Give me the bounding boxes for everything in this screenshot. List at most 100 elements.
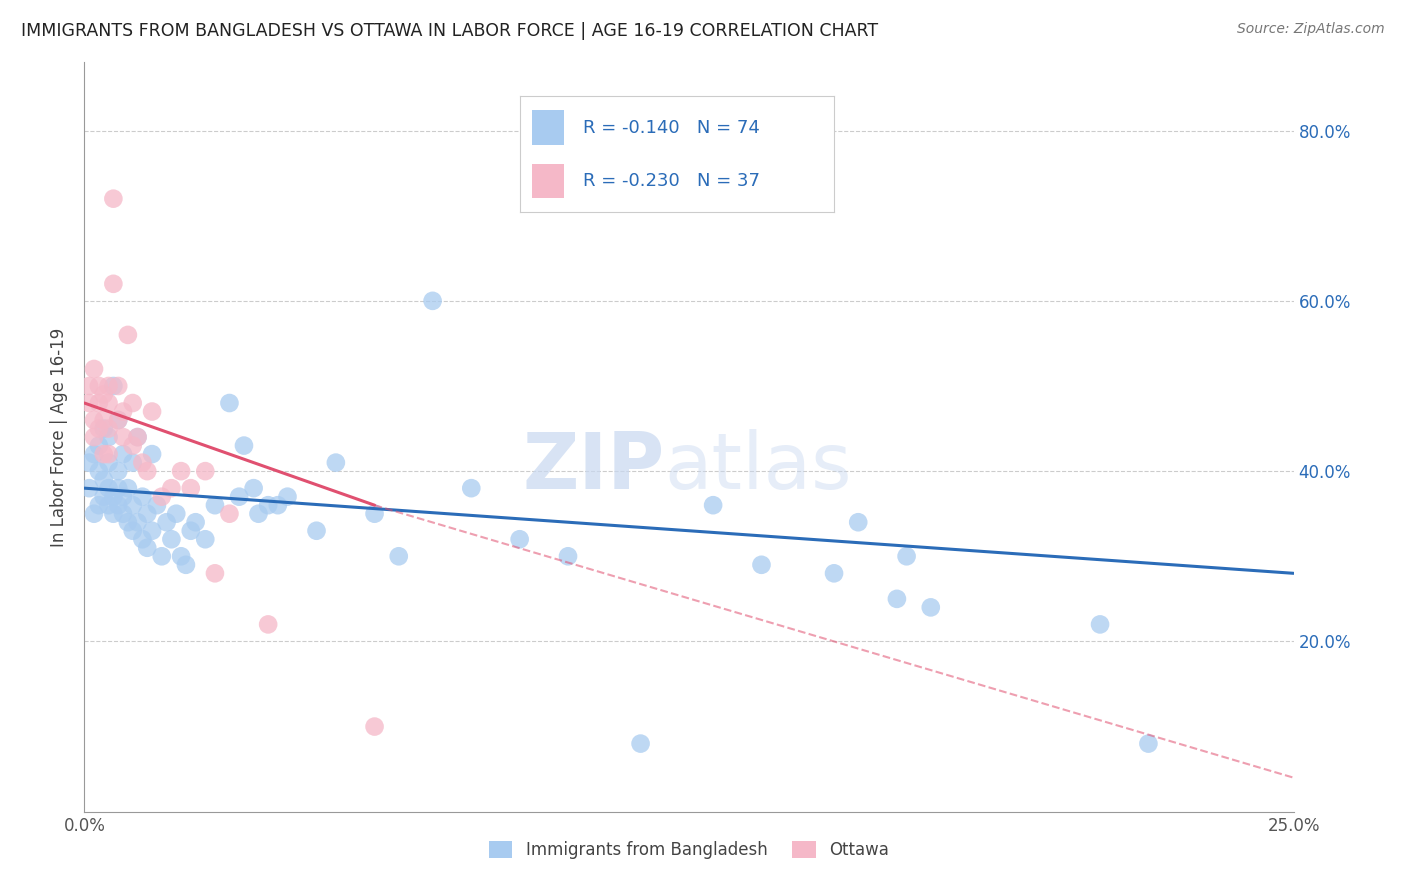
Point [160, 533, 183, 547]
Point [363, 507, 385, 521]
Point [846, 515, 869, 529]
Point [204, 498, 226, 512]
Point [121, 498, 143, 512]
Point [97, 447, 120, 461]
Point [141, 404, 163, 418]
Point [121, 456, 143, 470]
Point [150, 490, 173, 504]
Point [97, 430, 120, 444]
Point [127, 430, 149, 444]
Point [107, 413, 129, 427]
Point [117, 327, 139, 342]
Point [127, 515, 149, 529]
Point [422, 293, 444, 308]
Point [702, 498, 724, 512]
Point [1137, 737, 1160, 751]
Point [141, 524, 163, 538]
Text: ZIP: ZIP [523, 429, 665, 505]
Point [247, 507, 270, 521]
Text: Source: ZipAtlas.com: Source: ZipAtlas.com [1237, 22, 1385, 37]
Point [218, 396, 240, 410]
Point [103, 507, 125, 521]
Point [305, 524, 328, 538]
Point [112, 447, 135, 461]
Point [170, 549, 193, 564]
Point [117, 481, 139, 495]
Point [170, 464, 193, 478]
Point [87, 464, 110, 478]
Point [83, 447, 105, 461]
Point [107, 481, 129, 495]
Point [103, 192, 125, 206]
Point [97, 481, 120, 495]
Point [136, 507, 159, 521]
Point [97, 498, 120, 512]
Point [257, 617, 280, 632]
Point [131, 456, 153, 470]
Legend: Immigrants from Bangladesh, Ottawa: Immigrants from Bangladesh, Ottawa [481, 832, 897, 867]
Point [1088, 617, 1111, 632]
Point [325, 456, 347, 470]
Point [146, 498, 169, 512]
Point [83, 507, 105, 521]
Y-axis label: In Labor Force | Age 16-19: In Labor Force | Age 16-19 [51, 327, 69, 547]
Point [920, 600, 942, 615]
Point [131, 490, 153, 504]
Point [121, 396, 143, 410]
Point [93, 490, 115, 504]
Point [896, 549, 918, 564]
Point [103, 379, 125, 393]
Point [117, 515, 139, 529]
Point [121, 524, 143, 538]
Point [93, 413, 115, 427]
Text: IMMIGRANTS FROM BANGLADESH VS OTTAWA IN LABOR FORCE | AGE 16-19 CORRELATION CHAR: IMMIGRANTS FROM BANGLADESH VS OTTAWA IN … [21, 22, 879, 40]
Point [155, 515, 177, 529]
Point [93, 421, 115, 435]
Point [112, 490, 135, 504]
Point [103, 277, 125, 291]
Point [276, 490, 298, 504]
Point [121, 439, 143, 453]
Point [509, 533, 531, 547]
Point [87, 439, 110, 453]
Point [136, 541, 159, 555]
Point [267, 498, 290, 512]
Point [87, 421, 110, 435]
Point [184, 515, 207, 529]
Point [751, 558, 773, 572]
Point [460, 481, 482, 495]
Point [218, 507, 240, 521]
Point [97, 421, 120, 435]
Point [242, 481, 264, 495]
Point [112, 507, 135, 521]
Point [107, 413, 129, 427]
Point [112, 404, 135, 418]
Point [77, 396, 100, 410]
Point [93, 387, 115, 401]
Text: atlas: atlas [665, 429, 852, 505]
Point [363, 720, 385, 734]
Point [257, 498, 280, 512]
Point [150, 549, 173, 564]
Point [83, 413, 105, 427]
Point [630, 737, 652, 751]
Point [228, 490, 250, 504]
Point [127, 430, 149, 444]
Point [557, 549, 579, 564]
Point [97, 456, 120, 470]
Point [107, 464, 129, 478]
Point [97, 379, 120, 393]
Point [160, 481, 183, 495]
Point [87, 396, 110, 410]
Point [107, 498, 129, 512]
Point [77, 481, 100, 495]
Point [87, 379, 110, 393]
Point [77, 379, 100, 393]
Point [107, 379, 129, 393]
Point [180, 524, 202, 538]
Point [165, 507, 187, 521]
Point [194, 533, 217, 547]
Point [136, 464, 159, 478]
Point [83, 362, 105, 376]
Point [823, 566, 845, 581]
